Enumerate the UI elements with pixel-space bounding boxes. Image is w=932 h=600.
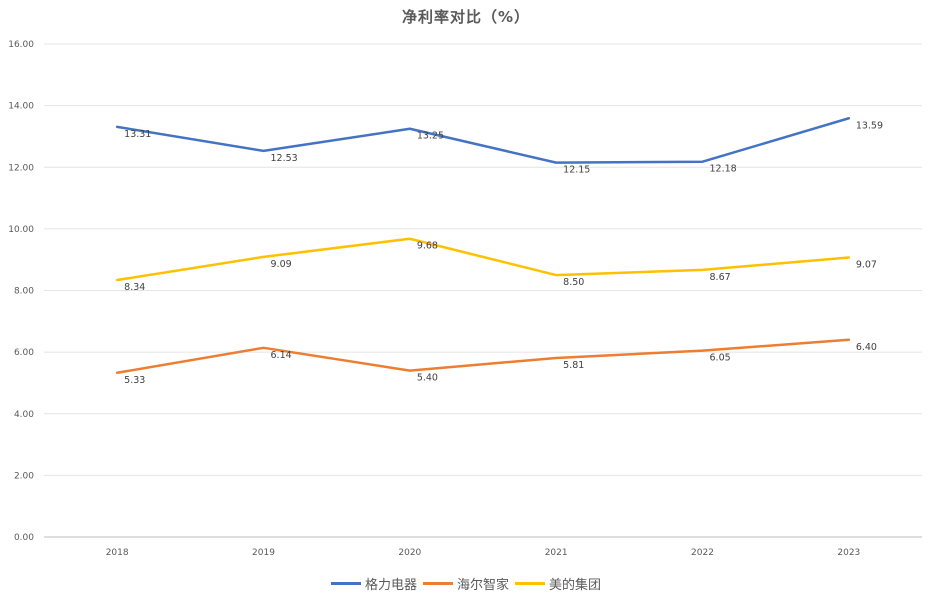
data-label: 13.31 bbox=[124, 129, 151, 140]
legend-swatch-gree bbox=[330, 582, 361, 585]
data-label: 8.34 bbox=[124, 282, 145, 293]
data-label: 12.15 bbox=[563, 165, 590, 176]
data-label: 12.18 bbox=[710, 164, 737, 175]
gridlines bbox=[44, 43, 922, 538]
legend-swatch-midea bbox=[515, 582, 545, 585]
series-lines bbox=[115, 117, 851, 375]
y-tick-label: 4.00 bbox=[14, 410, 34, 420]
legend: 格力电器 海尔智家 美的集团 bbox=[0, 574, 932, 593]
y-tick-label: 16.00 bbox=[8, 40, 34, 50]
chart-title: 净利率对比（%） bbox=[401, 8, 531, 26]
legend-item-gree: 格力电器 bbox=[330, 574, 417, 593]
data-label: 9.09 bbox=[271, 259, 292, 270]
y-tick-label: 12.00 bbox=[8, 163, 34, 173]
data-label: 8.67 bbox=[710, 272, 731, 283]
data-label: 13.25 bbox=[417, 131, 444, 142]
series-line-2 bbox=[115, 237, 851, 282]
data-label: 6.40 bbox=[856, 342, 877, 353]
data-label: 13.59 bbox=[856, 120, 883, 131]
data-label: 6.14 bbox=[271, 350, 292, 361]
x-tick-label: 2023 bbox=[837, 548, 860, 558]
legend-label-midea: 美的集团 bbox=[549, 578, 602, 593]
legend-item-haier: 海尔智家 bbox=[422, 574, 509, 593]
data-label: 9.68 bbox=[417, 241, 438, 252]
y-tick-label: 8.00 bbox=[14, 287, 34, 297]
y-axis-ticks: 0.00 2.00 4.00 6.00 8.00 10.00 12.00 14.00 16.00 bbox=[8, 40, 34, 543]
legend-item-midea: 美的集团 bbox=[515, 574, 601, 593]
y-tick-label: 10.00 bbox=[8, 225, 34, 235]
y-tick-label: 2.00 bbox=[14, 471, 34, 481]
y-tick-label: 6.00 bbox=[14, 348, 34, 358]
x-tick-label: 2019 bbox=[252, 548, 275, 558]
x-tick-label: 2022 bbox=[691, 548, 714, 558]
data-label: 9.07 bbox=[856, 260, 877, 271]
legend-label-gree: 格力电器 bbox=[364, 578, 417, 593]
x-tick-label: 2020 bbox=[398, 548, 421, 558]
data-label: 5.40 bbox=[417, 373, 438, 384]
y-tick-label: 0.00 bbox=[14, 533, 34, 543]
series-line-1 bbox=[115, 338, 851, 375]
series-line-0 bbox=[115, 117, 851, 164]
data-labels: 13.31 12.53 13.25 12.15 12.18 13.59 5.33 6.14 5.… bbox=[124, 120, 883, 386]
x-tick-label: 2021 bbox=[545, 548, 568, 558]
y-tick-label: 14.00 bbox=[8, 102, 34, 112]
data-label: 5.81 bbox=[563, 360, 584, 371]
x-tick-label: 2018 bbox=[106, 548, 129, 558]
x-axis-ticks: 2018 2019 2020 2021 2022 2023 bbox=[106, 548, 861, 558]
legend-swatch-haier bbox=[422, 582, 453, 585]
data-label: 8.50 bbox=[563, 277, 584, 288]
data-label: 6.05 bbox=[710, 353, 731, 364]
legend-label-haier: 海尔智家 bbox=[456, 578, 509, 593]
data-label: 12.53 bbox=[271, 153, 298, 164]
data-label: 5.33 bbox=[124, 375, 145, 386]
